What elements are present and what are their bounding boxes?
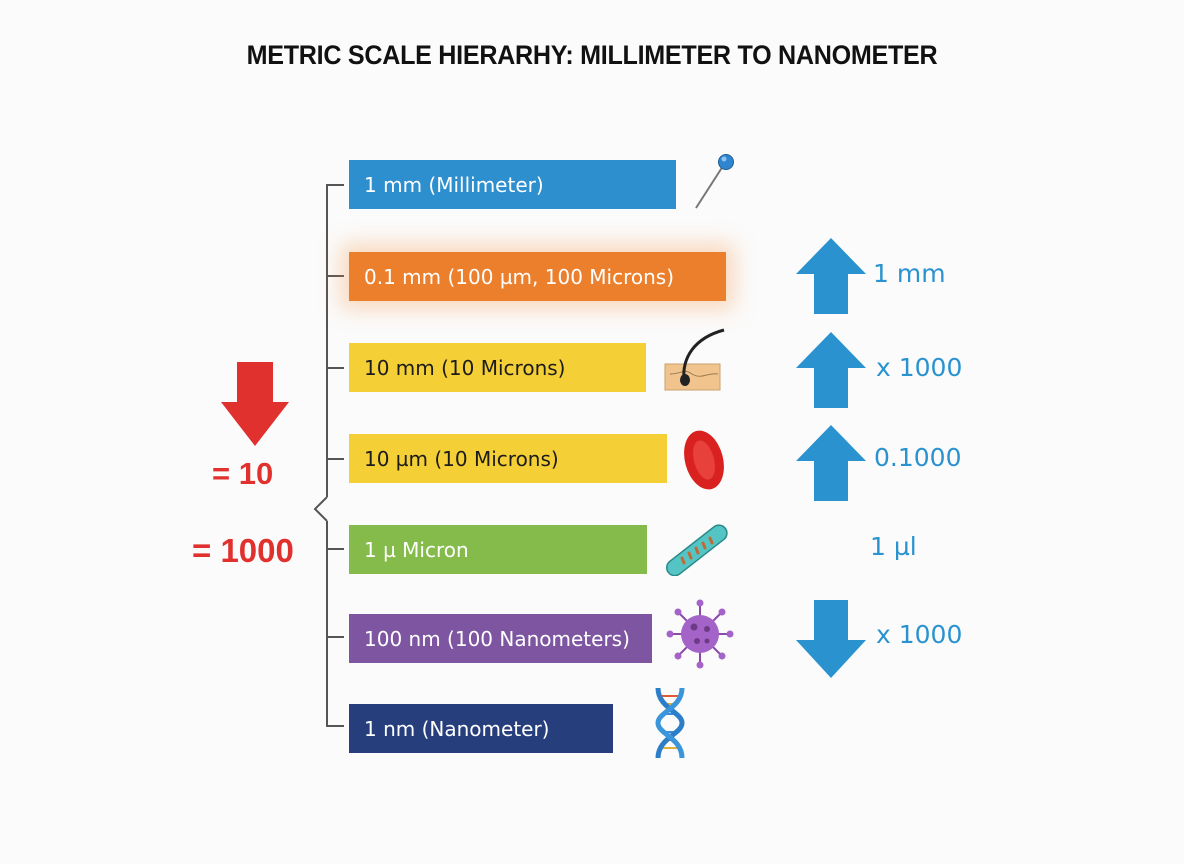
right-label-x1000: x 1000: [876, 353, 963, 382]
level-label: 10 mm (10 Microns): [364, 355, 566, 380]
level-bar-100nm: 100 nm (100 Nanometers): [349, 614, 652, 663]
level-label: 1 mm (Millimeter): [364, 172, 544, 197]
level-bar-1nm: 1 nm (Nanometer): [349, 704, 613, 753]
bracket-tick: [326, 367, 344, 369]
right-label-1mm: 1 mm: [873, 259, 946, 288]
blue-up-arrow-icon: [796, 332, 866, 408]
pin-icon: [695, 154, 734, 209]
bracket-tick: [326, 725, 344, 727]
bracket-tick: [326, 275, 344, 277]
virus-icon: [666, 599, 734, 669]
level-bar-1um: 1 µ Micron: [349, 525, 647, 574]
hair-follicle-icon: [664, 328, 725, 391]
level-bar-0-1mm: 0.1 mm (100 µm, 100 Microns): [349, 252, 726, 301]
level-label: 1 nm (Nanometer): [364, 716, 550, 741]
level-label: 0.1 mm (100 µm, 100 Microns): [364, 264, 674, 289]
right-label-1ul: 1 µl: [870, 532, 917, 561]
diagram-title: METRIC SCALE HIERARHY: MILLIMETER TO NAN…: [246, 40, 938, 70]
red-down-arrow-icon: [221, 362, 289, 446]
level-label: 1 µ Micron: [364, 537, 469, 562]
bracket-tick: [326, 184, 344, 186]
level-label: 10 µm (10 Microns): [364, 446, 559, 471]
right-label-0-1000: 0.1000: [874, 443, 962, 472]
blue-down-arrow-icon: [796, 600, 866, 678]
bracket-tick: [326, 548, 344, 550]
right-label-x1000-down: x 1000: [876, 620, 963, 649]
bracket-notch: [313, 497, 328, 521]
red-blood-cell-icon: [684, 430, 724, 490]
bracket-spine: [326, 185, 328, 726]
bracket-tick: [326, 636, 344, 638]
level-label: 100 nm (100 Nanometers): [364, 626, 630, 651]
left-label-1000: = 1000: [192, 532, 294, 569]
level-bar-10um: 10 µm (10 Microns): [349, 434, 667, 483]
blue-up-arrow-icon: [796, 238, 866, 314]
level-bar-1mm: 1 mm (Millimeter): [349, 160, 676, 209]
left-label-10: = 10: [212, 456, 274, 491]
mitochondrion-icon: [666, 524, 728, 576]
bracket-tick: [326, 458, 344, 460]
dna-icon: [655, 687, 685, 759]
blue-up-arrow-icon: [796, 425, 866, 501]
level-bar-10mm: 10 mm (10 Microns): [349, 343, 646, 392]
